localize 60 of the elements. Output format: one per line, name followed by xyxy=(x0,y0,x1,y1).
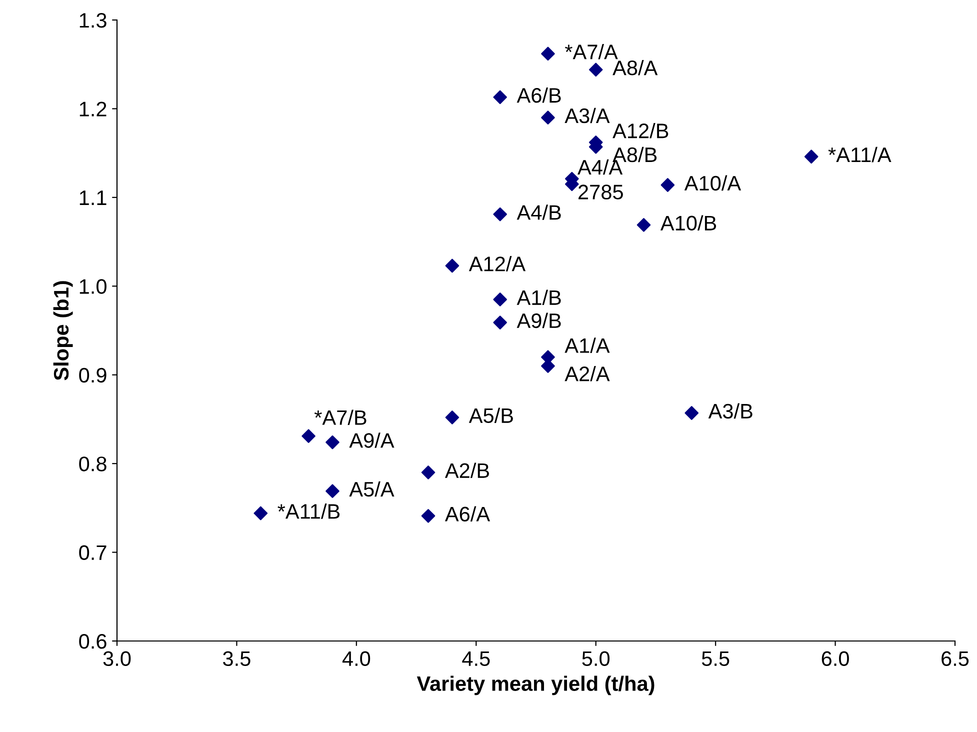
x-tick-label: 3.0 xyxy=(103,651,131,666)
annotation: A9/B xyxy=(516,312,561,328)
annotation: *A11/A xyxy=(828,146,892,162)
annotation: A10/B xyxy=(660,215,716,231)
point xyxy=(445,258,460,273)
annotation: A12/B xyxy=(612,122,668,138)
point xyxy=(636,218,651,232)
annotation: A2/A xyxy=(564,366,610,382)
x-tick-label: 6.0 xyxy=(822,651,849,666)
annotation: *A7/B xyxy=(314,410,366,425)
y-tick-label: 1.3 xyxy=(80,13,106,28)
point xyxy=(541,110,555,124)
annotation: A5/A xyxy=(349,481,394,497)
annotation: A9/A xyxy=(349,432,394,448)
point xyxy=(493,292,507,306)
annotation: A3/B xyxy=(708,403,752,419)
annotation: A10/A xyxy=(684,175,742,191)
y-tick-label: 1.1 xyxy=(80,190,106,205)
x-tick-label: 4.5 xyxy=(462,651,490,666)
y-tick-label: 0.7 xyxy=(79,545,106,560)
annotation: A12/A xyxy=(468,256,526,272)
x-tick-label: 5.0 xyxy=(582,651,610,666)
x-tick-label: 4.0 xyxy=(342,651,370,666)
point xyxy=(804,150,818,164)
point xyxy=(493,316,507,330)
point xyxy=(493,207,507,222)
point xyxy=(684,406,699,420)
annotation: A1/B xyxy=(516,290,561,306)
annotation: *A11/B xyxy=(278,504,340,519)
annotation: A8/A xyxy=(612,60,658,76)
point xyxy=(660,178,675,192)
point xyxy=(421,466,436,480)
point xyxy=(541,46,555,61)
annotation: A5/B xyxy=(468,408,513,424)
x-tick-label: 3.5 xyxy=(223,651,250,666)
point xyxy=(326,435,340,450)
y-tick-label: 1.0 xyxy=(80,279,106,294)
y-axis-title: Slope (b1) xyxy=(53,281,73,380)
point xyxy=(588,62,603,77)
x-tick-label: 5.5 xyxy=(702,651,730,666)
point xyxy=(493,90,507,104)
y-tick-label: 0.6 xyxy=(79,634,106,649)
annotation: A4/B xyxy=(516,204,561,220)
point xyxy=(445,410,460,424)
y-tick-label: 0.8 xyxy=(79,456,106,472)
annotation: A6/B xyxy=(516,87,561,103)
annotation: A3/A xyxy=(564,108,610,124)
x-axis-title: Variety mean yield (t/ha) xyxy=(416,676,654,696)
x-tick-label: 6.5 xyxy=(942,651,969,666)
annotation: 2785 xyxy=(578,184,623,200)
point xyxy=(421,509,436,523)
annotation: *A7/A xyxy=(564,44,618,60)
annotation: A6/A xyxy=(444,506,490,522)
y-tick-label: 1.2 xyxy=(80,102,106,116)
point xyxy=(254,506,268,520)
y-tick-label: 0.9 xyxy=(79,368,106,383)
point xyxy=(326,484,340,498)
point xyxy=(302,429,316,443)
annotation: A2/B xyxy=(444,462,489,478)
annotation: A1/A xyxy=(564,338,610,353)
